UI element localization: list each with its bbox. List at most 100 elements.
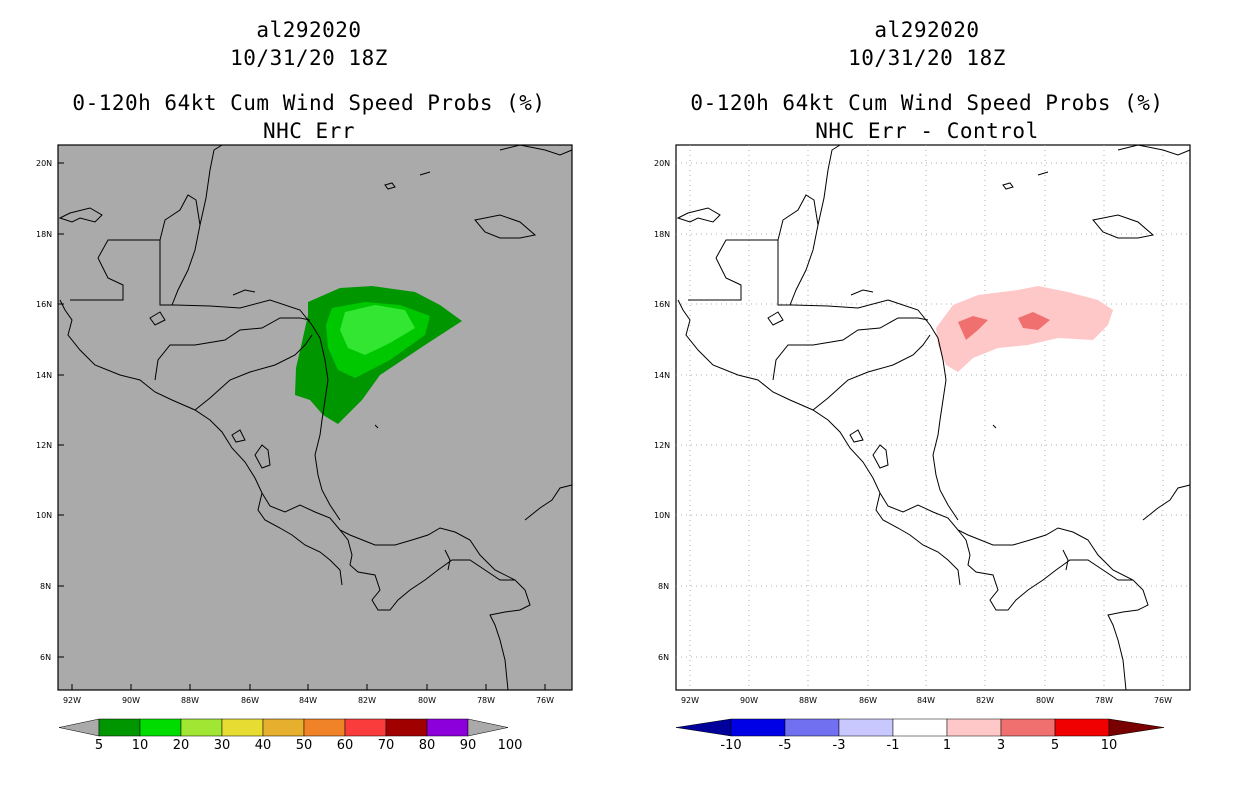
cbar-label: -3 xyxy=(833,738,846,753)
lon-label: 88W xyxy=(799,696,817,705)
storm-id: al292020 xyxy=(256,18,362,42)
lat-label: 14N xyxy=(36,371,52,380)
left-panel: al292020 10/31/20 18Z 0-120h 64kt Cum Wi… xyxy=(36,18,573,753)
right-panel: al292020 10/31/20 18Z 0-120h 64kt Cum Wi… xyxy=(618,0,1236,800)
lat-label: 18N xyxy=(36,230,52,239)
grid-ticks xyxy=(58,162,546,690)
colorbar-labels: -10 -5 -3 -1 1 3 5 10 xyxy=(720,738,1117,753)
dotted-grid xyxy=(676,145,1190,690)
lat-label: 20N xyxy=(654,159,670,168)
lon-label: 90W xyxy=(740,696,758,705)
lon-label: 84W xyxy=(917,696,935,705)
date-time: 10/31/20 18Z xyxy=(848,46,1006,70)
lon-label: 82W xyxy=(976,696,994,705)
cbar-label: 3 xyxy=(997,738,1005,753)
map-svg: 20N 18N 16N 14N 12N 10N 8N 6N 92W 90W 88… xyxy=(36,144,573,753)
lon-label: 90W xyxy=(122,696,140,705)
lon-label: 82W xyxy=(358,696,376,705)
lon-label: 92W xyxy=(681,696,699,705)
contour-3to5-b xyxy=(1018,312,1050,330)
map-background xyxy=(675,144,1191,691)
lat-label: 6N xyxy=(658,653,669,662)
lat-label: 6N xyxy=(40,653,51,662)
cbar-label: 40 xyxy=(255,738,272,753)
lon-label: 80W xyxy=(418,696,436,705)
probability-contours xyxy=(295,286,462,424)
lat-label: 14N xyxy=(654,371,670,380)
contour-3to5-a xyxy=(958,316,988,340)
cbar-label: 20 xyxy=(173,738,190,753)
cbar-swatch xyxy=(730,718,786,737)
cbar-label: 5 xyxy=(1051,738,1059,753)
cbar-label: 5 xyxy=(95,738,103,753)
lon-labels: 92W 90W 88W 86W 84W 82W 80W 78W 76W xyxy=(681,696,1172,705)
lat-label: 18N xyxy=(654,230,670,239)
lon-label: 86W xyxy=(859,696,877,705)
storm-id: al292020 xyxy=(874,18,980,42)
lat-label: 16N xyxy=(36,300,52,309)
lon-label: 76W xyxy=(1154,696,1172,705)
lat-label: 12N xyxy=(36,441,52,450)
cbar-swatch xyxy=(98,718,141,737)
cbar-left-end xyxy=(58,718,100,737)
colorbar xyxy=(58,718,509,737)
cbar-swatch xyxy=(221,718,264,737)
cbar-swatch xyxy=(303,718,346,737)
cbar-swatch xyxy=(344,718,387,737)
cbar-right-end xyxy=(467,718,509,737)
cbar-label: -10 xyxy=(720,738,741,753)
cbar-label: 50 xyxy=(296,738,313,753)
product-title: 0-120h 64kt Cum Wind Speed Probs (%) xyxy=(690,91,1164,115)
lon-label: 84W xyxy=(299,696,317,705)
lat-label: 10N xyxy=(36,511,52,520)
lon-label: 88W xyxy=(181,696,199,705)
lon-label: 80W xyxy=(1036,696,1054,705)
product-title: 0-120h 64kt Cum Wind Speed Probs (%) xyxy=(72,91,546,115)
lat-labels: 20N 18N 16N 14N 12N 10N 8N 6N xyxy=(654,159,670,662)
lat-label: 16N xyxy=(654,300,670,309)
lon-label: 86W xyxy=(241,696,259,705)
cbar-label: 10 xyxy=(1101,738,1118,753)
difference-contours xyxy=(936,286,1113,372)
lon-label: 92W xyxy=(63,696,81,705)
lat-label: 20N xyxy=(36,159,52,168)
date-time: 10/31/20 18Z xyxy=(230,46,388,70)
cbar-swatch xyxy=(139,718,182,737)
cbar-label: -1 xyxy=(887,738,900,753)
colorbar-labels: 5 10 20 30 40 50 60 70 80 90 100 xyxy=(95,738,523,753)
cbar-right-end xyxy=(1108,718,1165,737)
map-background xyxy=(57,144,573,691)
lat-label: 10N xyxy=(654,511,670,520)
cbar-swatch xyxy=(1054,718,1110,737)
lon-label: 78W xyxy=(477,696,495,705)
cbar-swatch xyxy=(385,718,428,737)
contour-20pct xyxy=(340,305,415,355)
cbar-swatch xyxy=(838,718,894,737)
cbar-swatch xyxy=(426,718,469,737)
cbar-label: 30 xyxy=(214,738,231,753)
cbar-swatch xyxy=(784,718,840,737)
coastlines xyxy=(676,144,1191,691)
lon-label: 76W xyxy=(536,696,554,705)
cbar-swatch xyxy=(262,718,305,737)
cbar-label: 10 xyxy=(132,738,149,753)
map-svg: 20N 18N 16N 14N 12N 10N 8N 6N 92W 90W 88… xyxy=(654,144,1191,753)
contour-1to3 xyxy=(936,286,1113,372)
cbar-label: 70 xyxy=(378,738,395,753)
lat-label: 12N xyxy=(654,441,670,450)
subtitle: NHC Err xyxy=(262,119,355,143)
cbar-label: 80 xyxy=(419,738,436,753)
cbar-label: 90 xyxy=(460,738,477,753)
lat-labels: 20N 18N 16N 14N 12N 10N 8N 6N xyxy=(36,159,52,662)
cbar-swatch xyxy=(180,718,223,737)
coastlines xyxy=(58,144,573,691)
cbar-label: 100 xyxy=(498,738,523,753)
lon-labels: 92W 90W 88W 86W 84W 82W 80W 78W 76W xyxy=(63,696,554,705)
subtitle: NHC Err - Control xyxy=(815,119,1039,143)
cbar-swatch xyxy=(892,718,948,737)
cbar-label: 60 xyxy=(337,738,354,753)
cbar-swatch xyxy=(1000,718,1056,737)
cbar-label: 1 xyxy=(943,738,951,753)
cbar-swatch xyxy=(946,718,1002,737)
lat-label: 8N xyxy=(658,582,669,591)
